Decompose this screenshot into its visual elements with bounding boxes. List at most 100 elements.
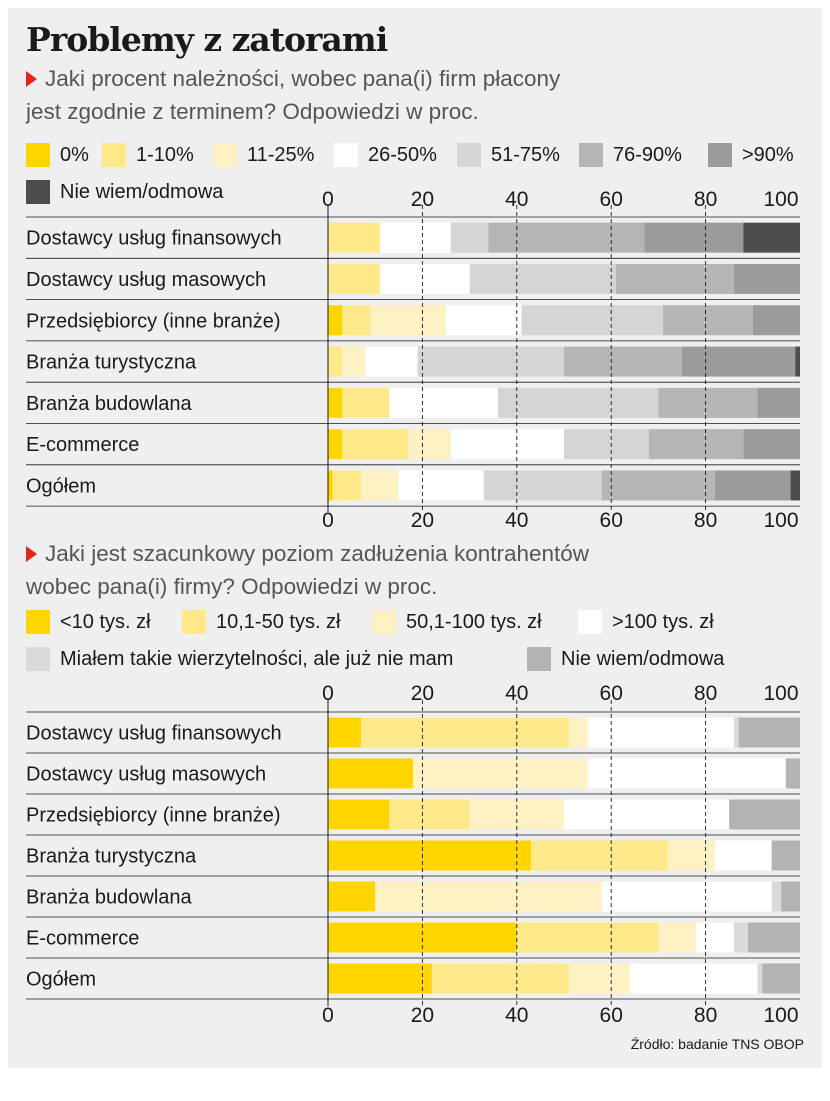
chart2-bar-segment xyxy=(328,717,362,748)
chart2-bar-segment xyxy=(733,717,739,748)
legend-swatch xyxy=(372,610,396,634)
chart1-bar-segment xyxy=(328,429,343,460)
chart2-bar-segment xyxy=(729,799,800,830)
chart2-category-label: E-commerce xyxy=(26,928,139,950)
chart2-bar-segment xyxy=(601,881,772,912)
chart2-tick-label-bottom: 100 xyxy=(763,1004,798,1027)
legend-swatch xyxy=(708,143,732,167)
legend-swatch xyxy=(26,610,50,634)
legend-label: 0% xyxy=(60,144,89,166)
chart2-bar-segment xyxy=(757,963,763,994)
chart1-bar-segment xyxy=(743,429,800,460)
red-triangle-icon xyxy=(26,71,37,87)
chart1-bar-segment xyxy=(342,346,366,377)
chart2-bar-segment xyxy=(715,840,772,871)
chart2-bar-segment xyxy=(516,922,659,953)
chart1-bar-segment xyxy=(450,429,564,460)
chart1-bar-segment xyxy=(328,470,333,501)
chart2-bar-segment xyxy=(733,922,749,953)
chart1-bar-segment xyxy=(361,470,399,501)
chart2-bar-segment xyxy=(328,758,413,789)
chart1-bar-segment xyxy=(398,470,484,501)
chart1-bar-segment xyxy=(370,305,446,336)
chart1-bar-segment xyxy=(379,263,470,294)
chart2-tick-label-bottom: 0 xyxy=(322,1004,334,1027)
chart2-tick-label-top: 80 xyxy=(694,682,717,705)
chart2-bar-segment xyxy=(771,881,782,912)
chart1-bar-segment xyxy=(450,222,489,253)
chart2-tick-label-top: 20 xyxy=(411,682,434,705)
chart1-bar-segment xyxy=(615,263,734,294)
legend-label: 76-90% xyxy=(613,144,682,166)
chart1-tick-label-top: 20 xyxy=(411,188,434,211)
chart1-bar-segment xyxy=(342,305,371,336)
chart1-bar-segment xyxy=(521,305,664,336)
legend-label: >90% xyxy=(742,144,794,166)
legend-label: <10 tys. zł xyxy=(60,611,151,633)
chart1-bar-segment xyxy=(446,305,522,336)
chart2-tick-label-top: 60 xyxy=(600,682,623,705)
chart1-bar-segment xyxy=(417,346,564,377)
chart1-category-label: Branża budowlana xyxy=(26,393,193,415)
chart2-category-label: Przedsiębiorcy (inne branże) xyxy=(26,805,281,827)
legend-swatch xyxy=(457,143,481,167)
legend-swatch xyxy=(26,647,50,671)
chart2-bar-segment xyxy=(328,799,390,830)
chart1-bar-segment xyxy=(564,346,682,377)
chart2-bar-segment xyxy=(630,963,758,994)
chart2-bar-segment xyxy=(587,758,786,789)
chart2-question: Jaki jest szacunkowy poziom zadłużenia k… xyxy=(26,537,589,603)
chart2-bar-segment xyxy=(587,717,734,748)
chart1-bar-segment xyxy=(497,387,659,418)
chart2-bar-segment xyxy=(328,881,376,912)
chart1-bar-segment xyxy=(469,263,616,294)
chart1-bar-segment xyxy=(733,263,800,294)
chart2-tick-label-bottom: 60 xyxy=(600,1004,623,1027)
chart1-tick-label-bottom: 20 xyxy=(411,509,434,532)
chart1-bar-segment xyxy=(488,222,645,253)
legend-label: 50,1-100 tys. zł xyxy=(406,611,542,633)
legend-swatch xyxy=(527,647,551,671)
legend-swatch xyxy=(26,143,50,167)
chart1-category-label: Dostawcy usług finansowych xyxy=(26,228,282,250)
chart1-bar-segment xyxy=(379,222,451,253)
chart2-question-line-1: Jaki jest szacunkowy poziom zadłużenia k… xyxy=(45,541,590,566)
chart1-category-label: E-commerce xyxy=(26,434,139,456)
legend-swatch xyxy=(334,143,358,167)
chart2-bar-segment xyxy=(781,881,800,912)
chart1-bar-segment xyxy=(601,470,716,501)
chart1-tick-label-bottom: 0 xyxy=(322,509,334,532)
chart1-bar-segment xyxy=(564,429,649,460)
chart2-bar-segment xyxy=(568,717,588,748)
chart2-bar-segment xyxy=(328,963,432,994)
chart2-category-label: Dostawcy usług finansowych xyxy=(26,723,282,745)
legend-label: >100 tys. zł xyxy=(612,611,714,633)
chart2-bar-segment xyxy=(412,758,588,789)
chart1-bar-segment xyxy=(790,470,800,501)
chart1-bar-segment xyxy=(332,470,362,501)
chart1-tick-label-bottom: 80 xyxy=(694,509,717,532)
chart1-bar-segment xyxy=(483,470,602,501)
legend-swatch xyxy=(26,180,50,204)
chart2-bar-segment xyxy=(738,717,800,748)
chart1-bar-segment xyxy=(682,346,796,377)
chart1-tick-label-top: 60 xyxy=(600,188,623,211)
chart1-bar-segment xyxy=(389,387,498,418)
chart2-category-label: Branża turystyczna xyxy=(26,846,197,868)
chart2-bar-segment xyxy=(696,922,734,953)
legend-label: 11-25% xyxy=(247,144,315,166)
chart2-bar-segment xyxy=(771,840,800,871)
chart2-tick-label-top: 40 xyxy=(505,682,528,705)
chart1-bar-segment xyxy=(644,222,744,253)
chart1-bar-segment xyxy=(328,346,343,377)
legend-label: 10,1-50 tys. zł xyxy=(216,611,341,633)
chart1-tick-label-bottom: 40 xyxy=(505,509,528,532)
legend-label: Miałem takie wierzytelności, ale już nie… xyxy=(60,648,454,670)
chart2-tick-label-bottom: 80 xyxy=(694,1004,717,1027)
legend-swatch xyxy=(578,610,602,634)
chart1-category-label: Ogółem xyxy=(26,475,96,497)
chart1-tick-label-bottom: 100 xyxy=(763,509,798,532)
chart2-bar-segment xyxy=(431,963,569,994)
chart2-category-label: Branża budowlana xyxy=(26,887,193,909)
